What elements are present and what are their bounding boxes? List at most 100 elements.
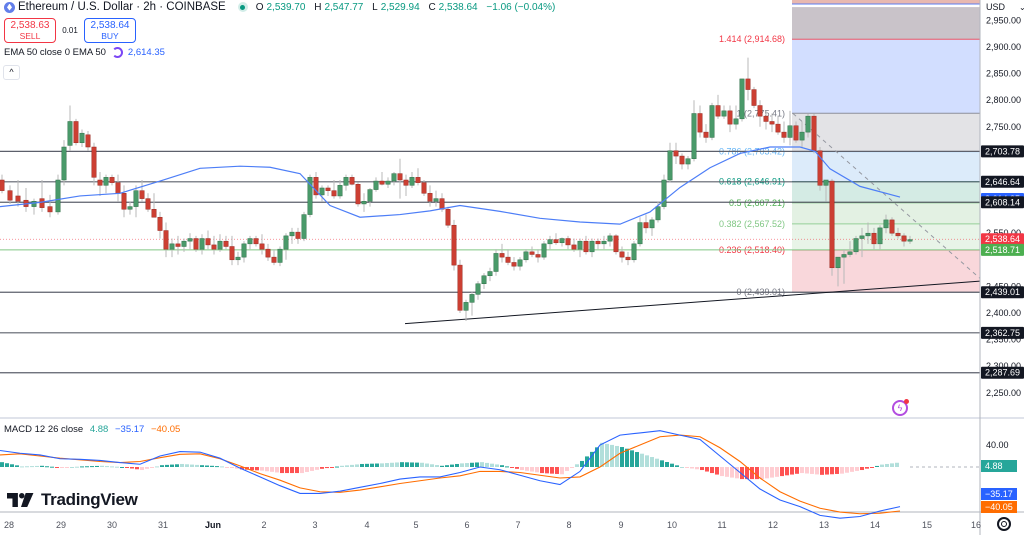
price-tick: 2,800.00 (986, 95, 1021, 105)
sell-label: SELL (19, 31, 41, 41)
macd-histogram-bar (760, 467, 764, 480)
macd-histogram-bar (560, 467, 564, 475)
macd-axis-label (981, 488, 1017, 500)
svg-text:2,608.14: 2,608.14 (985, 197, 1020, 207)
tradingview-logo[interactable]: TradingView (6, 490, 138, 510)
ema50-line[interactable] (0, 146, 901, 225)
settings-gear-icon[interactable] (997, 517, 1011, 531)
macd-histogram-bar (350, 464, 354, 467)
candle (211, 244, 217, 250)
macd-histogram-bar (400, 462, 404, 467)
candle (463, 302, 469, 311)
candle (0, 179, 5, 191)
candle (697, 113, 703, 133)
macd-histogram-bar (855, 467, 859, 471)
macd-histogram-bar (480, 462, 484, 467)
macd-histogram-bar (110, 466, 114, 468)
price-tick: 2,850.00 (986, 69, 1021, 79)
currency-selector[interactable]: USD ⌄ (986, 2, 1024, 12)
macd-histogram-bar (570, 467, 574, 468)
candle (901, 235, 907, 242)
candle (799, 131, 805, 141)
market-open-icon (237, 2, 248, 12)
macd-legend[interactable]: MACD 12 26 close 4.88 −35.17 −40.05 (4, 424, 180, 435)
currency-label: USD (986, 2, 1006, 12)
macd-histogram-bar (830, 467, 834, 475)
macd-histogram-bar (160, 465, 164, 467)
macd-histogram-bar (415, 462, 419, 467)
candle (547, 239, 553, 245)
macd-histogram-bar (530, 467, 534, 472)
ai-assistant-icon[interactable]: ϟ (892, 399, 909, 416)
macd-histogram-bar (265, 467, 269, 472)
high-value: 2,547.77 (324, 1, 364, 13)
macd-histogram-bar (35, 465, 39, 467)
macd-histogram-bar (705, 467, 709, 472)
macd-histogram-bar (360, 463, 364, 467)
ema-label: EMA 50 close 0 EMA 50 (4, 47, 106, 58)
candle (163, 230, 169, 250)
svg-text:−40.05: −40.05 (985, 502, 1013, 512)
candle (121, 193, 127, 210)
macd-histogram-bar (575, 464, 579, 467)
candle (889, 219, 895, 234)
price-axis-label (981, 243, 1024, 256)
candle (145, 198, 151, 210)
descending-trendline[interactable] (792, 113, 981, 279)
candle (157, 216, 163, 231)
macd-histogram-bar (520, 467, 524, 471)
collapse-legend-button[interactable]: ^ (3, 65, 20, 80)
macd-histogram-bar (595, 447, 599, 467)
candle (139, 190, 145, 199)
candle (217, 240, 223, 250)
candle (559, 238, 565, 244)
fib-zone (792, 181, 980, 203)
candle (721, 110, 727, 117)
candle (649, 219, 655, 229)
macd-histogram-bar (815, 467, 819, 475)
candle (391, 173, 397, 182)
macd-histogram-bar (735, 467, 739, 479)
buy-button[interactable]: 2,538.64 BUY (84, 18, 136, 43)
macd-histogram-bar (145, 467, 149, 469)
symbol-title[interactable]: Ethereum / U.S. Dollar · 2h · COINBASE (18, 1, 226, 13)
macd-histogram-bar (690, 467, 694, 469)
fib-zone (792, 39, 980, 114)
sell-button[interactable]: 2,538.63 SELL (4, 18, 56, 43)
candle (847, 251, 853, 255)
macd-histogram-bar (310, 467, 314, 471)
macd-histogram-bar (550, 467, 554, 474)
candle (523, 251, 529, 261)
ethereum-icon (4, 1, 15, 13)
low-value: 2,529.94 (380, 1, 420, 13)
macd-histogram-bar (45, 466, 49, 468)
candle (595, 240, 601, 245)
candle (811, 115, 817, 151)
price-axis-label (981, 326, 1024, 339)
macd-histogram-bar (475, 462, 479, 467)
macd-histogram-bar (380, 463, 384, 467)
macd-histogram-bar (135, 467, 139, 470)
svg-text:2,362.75: 2,362.75 (985, 328, 1020, 338)
macd-histogram-bar (430, 464, 434, 467)
time-axis-label: 14 (870, 520, 880, 530)
ascending-trendline[interactable] (404, 280, 981, 325)
candle (85, 134, 91, 148)
candle (67, 121, 73, 146)
candle (133, 190, 139, 207)
macd-histogram-bar (280, 467, 284, 474)
macd-histogram-bar (225, 467, 229, 468)
macd-axis-label (981, 460, 1017, 472)
candle (169, 243, 175, 250)
macd-histogram-bar (870, 467, 874, 468)
candle (295, 231, 301, 239)
candle (613, 235, 619, 253)
candle (403, 179, 409, 186)
ema-legend[interactable]: EMA 50 close 0 EMA 50 2,614.35 (4, 47, 558, 58)
macd-histogram-bar (40, 465, 44, 467)
candle (655, 206, 661, 221)
candle (625, 256, 631, 261)
macd-signal-value: −40.05 (150, 424, 181, 435)
macd-histogram-bar (605, 443, 609, 467)
